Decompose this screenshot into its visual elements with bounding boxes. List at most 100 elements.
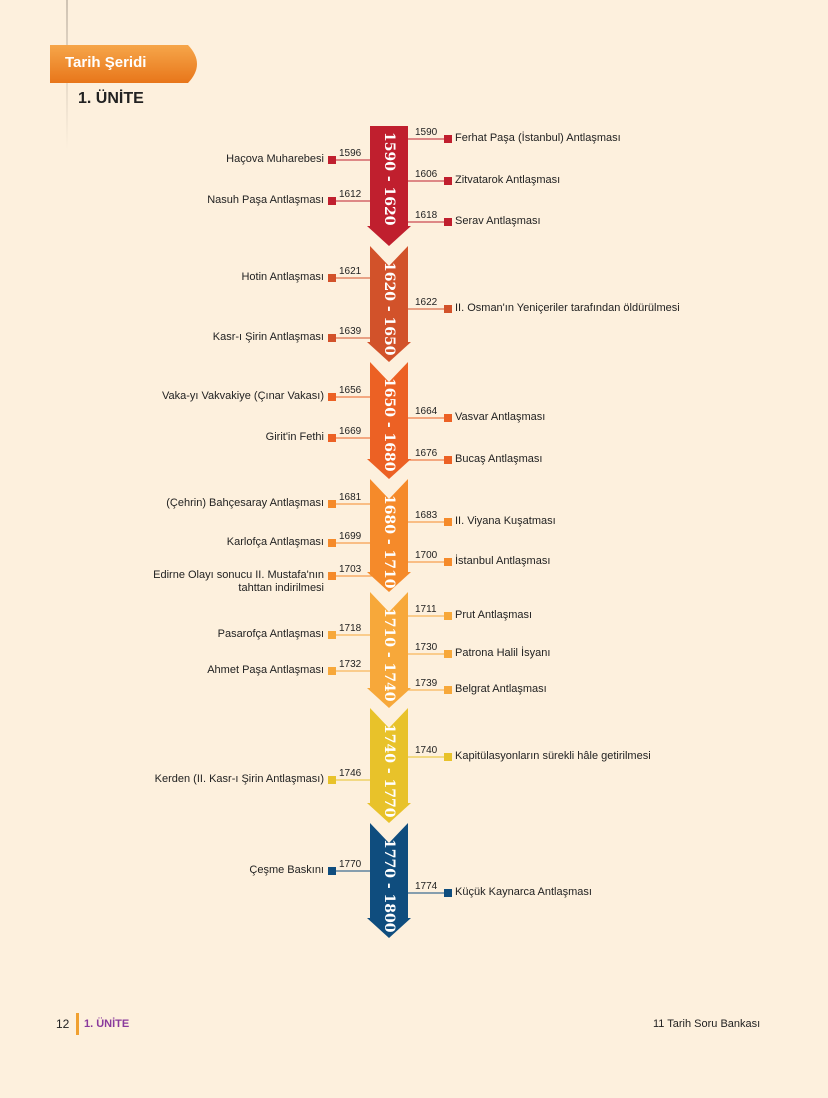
event-marker bbox=[444, 414, 452, 422]
event-year: 1718 bbox=[339, 623, 362, 634]
period-arrow bbox=[367, 592, 411, 708]
event-year: 1590 bbox=[415, 127, 438, 138]
page-number: 12 bbox=[56, 1017, 70, 1031]
event-label: Nasuh Paşa Antlaşması bbox=[207, 194, 324, 206]
event-label: İstanbul Antlaşması bbox=[455, 555, 551, 567]
event-label: Zitvatarok Antlaşması bbox=[455, 174, 561, 186]
event-marker bbox=[328, 393, 336, 401]
event-marker bbox=[328, 274, 336, 282]
event-year: 1656 bbox=[339, 385, 362, 396]
event-year: 1740 bbox=[415, 745, 438, 756]
event-label: Edirne Olayı sonucu II. Mustafa'nın bbox=[153, 569, 324, 581]
event-year: 1676 bbox=[415, 448, 438, 459]
event-marker bbox=[328, 776, 336, 784]
event-marker bbox=[328, 539, 336, 547]
event-year: 1700 bbox=[415, 550, 438, 561]
event-marker bbox=[444, 135, 452, 143]
event-marker bbox=[328, 156, 336, 164]
event-year: 1711 bbox=[415, 604, 437, 615]
event-label: Prut Antlaşması bbox=[455, 609, 533, 621]
event-marker bbox=[444, 218, 452, 226]
event-label: Kerden (II. Kasr-ı Şirin Antlaşması) bbox=[154, 773, 324, 785]
event-year: 1664 bbox=[415, 406, 438, 417]
event-label: Girit'in Fethi bbox=[265, 431, 324, 443]
period-arrow bbox=[367, 362, 411, 479]
event-year: 1639 bbox=[339, 326, 362, 337]
event-year: 1606 bbox=[415, 169, 438, 180]
event-marker bbox=[444, 305, 452, 313]
period-label: 1770 - 1800 bbox=[381, 839, 397, 933]
event-year: 1622 bbox=[415, 297, 438, 308]
event-marker bbox=[444, 518, 452, 526]
event-marker bbox=[328, 631, 336, 639]
period-arrow bbox=[367, 246, 411, 362]
event-year: 1596 bbox=[339, 148, 362, 159]
event-year: 1669 bbox=[339, 426, 362, 437]
event-marker bbox=[444, 753, 452, 761]
footer-book-title: 11 Tarih Soru Bankası bbox=[653, 1018, 761, 1030]
event-label: Ahmet Paşa Antlaşması bbox=[207, 664, 324, 676]
event-marker bbox=[328, 667, 336, 675]
section-badge-label: Tarih Şeridi bbox=[65, 54, 147, 71]
event-year: 1732 bbox=[339, 659, 362, 670]
section-badge bbox=[50, 45, 197, 83]
event-marker bbox=[328, 572, 336, 580]
event-marker bbox=[328, 197, 336, 205]
event-marker bbox=[444, 177, 452, 185]
event-label: II. Viyana Kuşatması bbox=[455, 515, 556, 527]
event-year: 1621 bbox=[339, 266, 362, 277]
event-label: (Çehrin) Bahçesaray Antlaşması bbox=[166, 497, 324, 509]
event-marker bbox=[444, 558, 452, 566]
event-year: 1618 bbox=[415, 210, 438, 221]
event-year: 1703 bbox=[339, 564, 362, 575]
period-arrow bbox=[367, 126, 411, 246]
event-year: 1681 bbox=[339, 492, 362, 503]
event-year: 1730 bbox=[415, 642, 438, 653]
period-label: 1650 - 1680 bbox=[381, 378, 397, 472]
event-label: Patrona Halil İsyanı bbox=[455, 647, 551, 659]
event-marker bbox=[444, 650, 452, 658]
period-label: 1710 - 1740 bbox=[381, 608, 397, 702]
period-label: 1680 - 1710 bbox=[381, 495, 397, 589]
event-label: II. Osman'ın Yeniçeriler tarafından öldü… bbox=[455, 302, 680, 314]
event-label: Serav Antlaşması bbox=[455, 215, 541, 227]
footer-unit: 1. ÜNİTE bbox=[84, 1018, 130, 1030]
event-label: Ferhat Paşa (İstanbul) Antlaşması bbox=[455, 132, 621, 144]
event-label: Karlofça Antlaşması bbox=[226, 536, 324, 548]
event-label: Kapitülasyonların sürekli hâle getirilme… bbox=[455, 750, 651, 762]
event-label: Bucaş Antlaşması bbox=[455, 453, 543, 465]
event-label: Haçova Muharebesi bbox=[226, 153, 324, 165]
event-label: Vasvar Antlaşması bbox=[455, 411, 546, 423]
unit-title: 1. ÜNİTE bbox=[78, 90, 144, 107]
event-marker bbox=[444, 889, 452, 897]
event-label: Hotin Antlaşması bbox=[241, 271, 324, 283]
event-marker bbox=[444, 456, 452, 464]
event-year: 1683 bbox=[415, 510, 438, 521]
event-label-line2: tahttan indirilmesi bbox=[238, 582, 324, 594]
event-marker bbox=[444, 686, 452, 694]
event-year: 1699 bbox=[339, 531, 362, 542]
event-year: 1739 bbox=[415, 678, 438, 689]
event-marker bbox=[328, 500, 336, 508]
event-year: 1774 bbox=[415, 881, 438, 892]
event-marker bbox=[328, 434, 336, 442]
event-year: 1770 bbox=[339, 859, 362, 870]
event-year: 1746 bbox=[339, 768, 362, 779]
event-label: Pasarofça Antlaşması bbox=[217, 628, 324, 640]
period-arrow bbox=[367, 708, 411, 823]
event-marker bbox=[444, 612, 452, 620]
event-label: Çeşme Baskını bbox=[249, 864, 324, 876]
period-label: 1740 - 1770 bbox=[381, 724, 397, 818]
event-label: Vaka-yı Vakvakiye (Çınar Vakası) bbox=[162, 390, 324, 402]
period-label: 1590 - 1620 bbox=[381, 132, 397, 226]
event-year: 1612 bbox=[339, 189, 362, 200]
event-label: Kasr-ı Şirin Antlaşması bbox=[212, 331, 324, 343]
period-arrow bbox=[367, 479, 411, 592]
event-label: Küçük Kaynarca Antlaşması bbox=[455, 886, 592, 898]
period-arrow bbox=[367, 823, 411, 938]
period-label: 1620 - 1650 bbox=[381, 262, 397, 356]
event-label: Belgrat Antlaşması bbox=[455, 683, 547, 695]
event-marker bbox=[328, 334, 336, 342]
event-marker bbox=[328, 867, 336, 875]
